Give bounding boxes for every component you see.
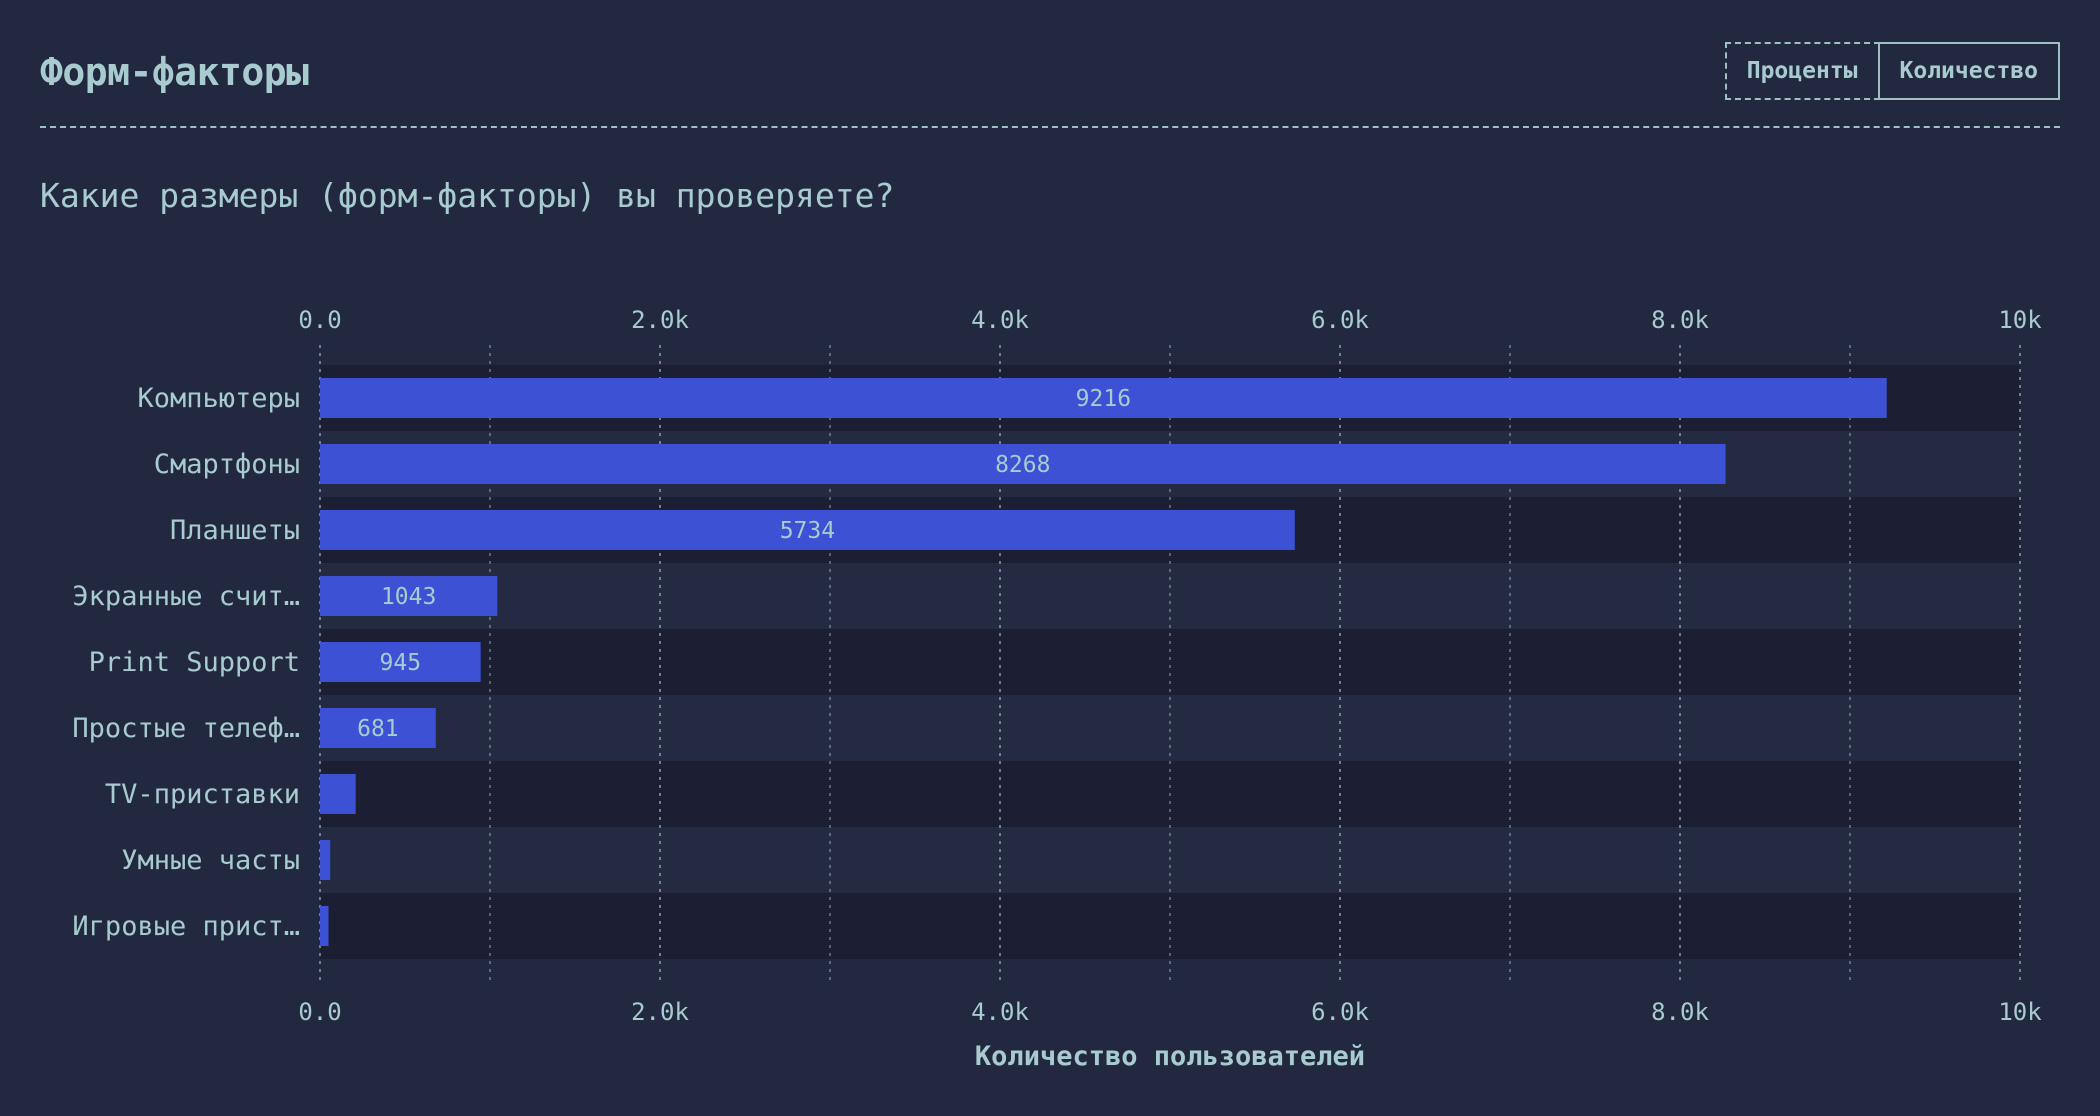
count-toggle-button[interactable]: Количество xyxy=(1877,42,2060,100)
x-tick-label-top: 2.0k xyxy=(631,306,689,334)
x-tick-label-bottom: 0.0 xyxy=(298,998,341,1026)
category-label: Планшеты xyxy=(170,515,300,546)
category-label: Умные часты xyxy=(121,845,300,876)
view-toggle: Проценты Количество xyxy=(1724,42,2060,100)
bar xyxy=(320,510,1295,550)
category-label: Компьютеры xyxy=(137,383,300,414)
category-label: Смартфоны xyxy=(154,449,300,480)
category-label: Игровые прист… xyxy=(72,911,300,942)
row-background xyxy=(320,893,2020,959)
x-tick-label-top: 0.0 xyxy=(298,306,341,334)
x-tick-label-bottom: 8.0k xyxy=(1651,998,1709,1026)
category-label: TV-приставки xyxy=(105,779,300,810)
bar-value-label: 5734 xyxy=(780,518,835,544)
bar-value-label: 681 xyxy=(357,716,399,742)
x-tick-label-bottom: 10k xyxy=(1998,998,2042,1026)
x-tick-label-top: 4.0k xyxy=(971,306,1029,334)
x-tick-label-top: 8.0k xyxy=(1651,306,1709,334)
bar xyxy=(320,378,1887,418)
bar xyxy=(320,774,356,814)
chart-header: Форм-факторы Проценты Количество xyxy=(40,30,2060,128)
x-tick-label-bottom: 4.0k xyxy=(971,998,1029,1026)
bar xyxy=(320,840,331,880)
x-tick-label-top: 10k xyxy=(1998,306,2042,334)
bar xyxy=(320,642,481,682)
bar-value-label: 945 xyxy=(380,650,422,676)
bar-value-label: 8268 xyxy=(995,452,1050,478)
row-background xyxy=(320,695,2020,761)
bar-value-label: 9216 xyxy=(1076,386,1131,412)
page-title: Форм-факторы xyxy=(40,50,309,94)
bar xyxy=(320,708,436,748)
x-tick-label-top: 6.0k xyxy=(1311,306,1369,334)
row-background xyxy=(320,629,2020,695)
x-tick-label-bottom: 6.0k xyxy=(1311,998,1369,1026)
x-axis-title: Количество пользователей xyxy=(975,1041,1365,1072)
category-label: Простые телеф… xyxy=(72,713,300,744)
bar xyxy=(320,444,1726,484)
question-text: Какие размеры (форм-факторы) вы проверяе… xyxy=(40,176,895,215)
category-label: Print Support xyxy=(89,647,300,678)
x-tick-label-bottom: 2.0k xyxy=(631,998,689,1026)
bar xyxy=(320,576,498,616)
percent-toggle-button[interactable]: Проценты xyxy=(1724,42,1880,100)
bar xyxy=(320,906,329,946)
category-label: Экранные счит… xyxy=(72,581,300,612)
bar-value-label: 1043 xyxy=(381,584,436,610)
